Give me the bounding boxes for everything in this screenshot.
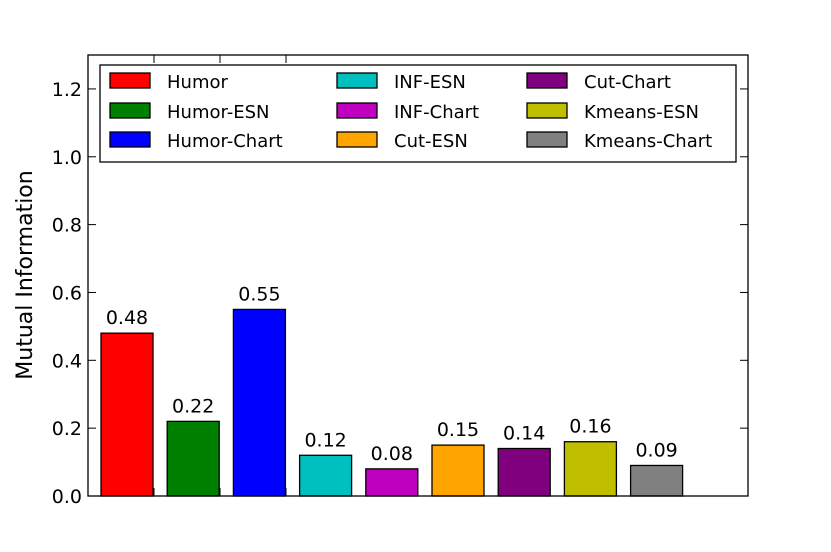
legend-swatch-kmeans-esn: [526, 102, 568, 119]
y-tick-label: 0.8: [52, 215, 82, 237]
legend-label-cut-chart: Cut-Chart: [584, 72, 671, 93]
bars-group: [100, 308, 684, 497]
data-label-humor-esn: 0.22: [172, 395, 214, 417]
bar-kmeans-esn: [563, 441, 618, 497]
bar-kmeans-chart: [629, 464, 684, 497]
bar-humor: [100, 332, 154, 497]
y-axis-ticks: 0.0 0.2 0.4 0.6 0.8 1.0 1.2: [52, 79, 748, 508]
data-label-humor: 0.48: [106, 307, 148, 329]
bar-inf-chart: [365, 468, 419, 497]
legend-items: Humor Humor-ESN Humor-Chart INF-ESN INF-Char…: [109, 72, 712, 152]
legend-label-kmeans-chart: Kmeans-Chart: [584, 131, 712, 152]
legend-label-inf-chart: INF-Chart: [394, 102, 479, 123]
bar-inf-esn: [298, 454, 353, 497]
legend: Humor Humor-ESN Humor-Chart INF-ESN INF-Char…: [99, 64, 737, 163]
bar-cut-esn: [431, 444, 485, 497]
legend-swatch-inf-esn: [336, 72, 378, 89]
data-label-inf-esn: 0.12: [304, 429, 346, 451]
data-label-cut-chart: 0.14: [503, 423, 545, 445]
data-label-humor-chart: 0.55: [238, 283, 280, 305]
y-tick-label: 1.2: [52, 79, 82, 101]
legend-swatch-cut-esn: [336, 131, 378, 148]
data-label-kmeans-esn: 0.16: [569, 416, 611, 438]
x-axis-ticks: [153, 55, 287, 496]
data-label-kmeans-chart: 0.09: [635, 439, 677, 461]
legend-label-humor-esn: Humor-ESN: [167, 102, 270, 123]
legend-label-humor-chart: Humor-Chart: [167, 131, 283, 152]
data-label-inf-chart: 0.08: [371, 443, 413, 465]
bar-cut-chart: [497, 447, 551, 497]
y-tick-label: 1.0: [52, 147, 82, 169]
y-tick-label: 0.2: [52, 418, 82, 440]
bar-humor-chart: [232, 308, 287, 497]
legend-swatch-humor-esn: [109, 102, 151, 119]
y-axis-label: Mutual Information: [13, 170, 38, 379]
legend-swatch-inf-chart: [336, 102, 378, 119]
legend-label-kmeans-esn: Kmeans-ESN: [584, 102, 699, 123]
legend-label-inf-esn: INF-ESN: [394, 72, 466, 93]
legend-swatch-humor: [109, 72, 151, 89]
data-label-cut-esn: 0.15: [437, 419, 479, 441]
legend-box: [99, 64, 737, 163]
legend-swatch-humor-chart: [109, 131, 151, 148]
y-tick-label: 0.6: [52, 282, 82, 304]
legend-swatch-cut-chart: [526, 72, 568, 89]
legend-swatch-kmeans-chart: [526, 131, 568, 148]
plot-frame: [87, 54, 749, 497]
legend-label-cut-esn: Cut-ESN: [394, 131, 468, 152]
legend-label-humor: Humor: [167, 72, 228, 93]
y-tick-label: 0.0: [52, 486, 82, 508]
data-labels-group: 0.48 0.22 0.55 0.12 0.08 0.15 0.14 0.16 0.09: [106, 283, 678, 464]
y-tick-label: 0.4: [52, 350, 82, 372]
bar-humor-esn: [166, 420, 220, 497]
